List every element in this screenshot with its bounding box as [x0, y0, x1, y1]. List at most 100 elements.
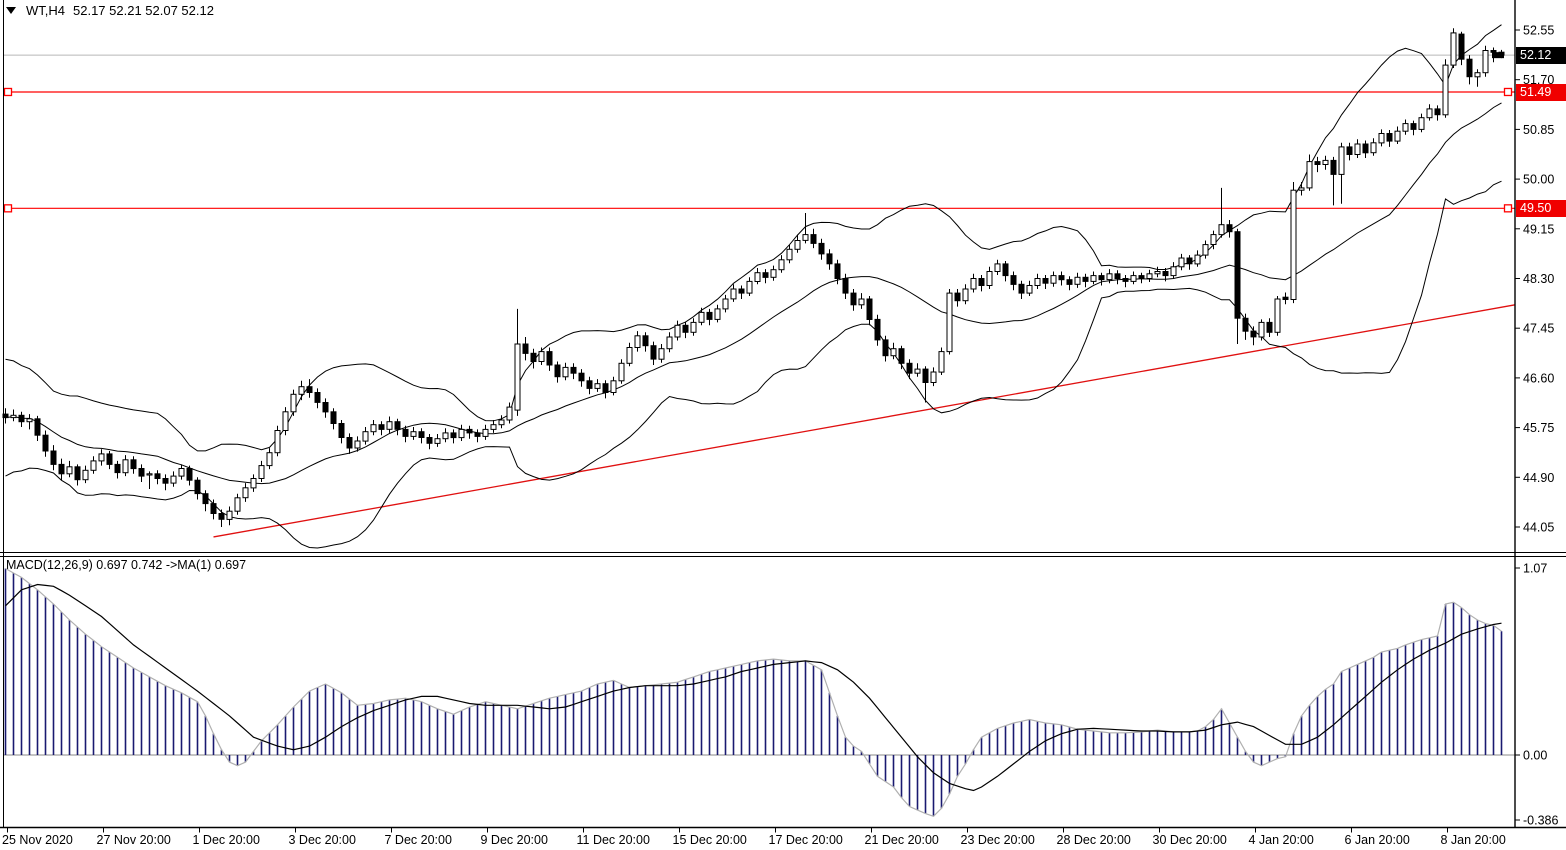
candle-down	[682, 324, 689, 333]
candle-up	[722, 298, 729, 310]
candle-up	[610, 380, 617, 393]
candle-up	[970, 278, 977, 290]
candle-up	[1154, 271, 1161, 275]
candle-down	[762, 272, 769, 278]
candle-up	[506, 406, 513, 421]
candle-up	[1170, 266, 1177, 277]
candle-up	[538, 351, 545, 363]
quote-header: WT,H4 52.17 52.21 52.07 52.12	[6, 3, 214, 18]
candle-down	[378, 424, 385, 430]
candle-up	[1074, 276, 1081, 285]
candle-up	[994, 263, 1001, 272]
time-tick-label: 1 Dec 20:00	[193, 833, 260, 847]
candle-down	[1098, 275, 1105, 281]
level-handle[interactable]	[1503, 204, 1513, 213]
candle-down	[1138, 275, 1145, 280]
candle-down	[162, 478, 169, 484]
level-handle[interactable]	[3, 204, 13, 213]
candle-down	[810, 234, 817, 244]
macd-histogram	[4, 568, 1503, 817]
candle-up	[370, 424, 377, 433]
candle-down	[1122, 278, 1129, 282]
price-tick-label: 47.45	[1523, 322, 1554, 336]
trendline[interactable]	[213, 304, 1516, 538]
macd-indicator-label: MACD(12,26,9) 0.697 0.742 ->MA(1) 0.697	[6, 558, 247, 572]
candle-down	[34, 418, 41, 436]
level-handle[interactable]	[1503, 87, 1513, 97]
time-tick-label: 17 Dec 20:00	[769, 833, 843, 847]
candle-up	[794, 240, 801, 250]
candle-down	[322, 402, 329, 413]
candle-up	[658, 348, 665, 360]
candle-up	[458, 428, 465, 439]
candle-up	[290, 393, 297, 413]
candle-up	[1418, 117, 1425, 130]
candle-down	[530, 352, 537, 362]
symbol-dropdown-icon[interactable]	[6, 7, 16, 14]
candle-up	[258, 465, 265, 480]
candle-up	[714, 308, 721, 320]
candle-up	[266, 452, 273, 467]
candle-down	[1346, 146, 1353, 155]
candle-up	[1298, 187, 1305, 191]
level-price-tag-4950: 49.50	[1516, 200, 1566, 217]
time-tick-label: 28 Dec 20:00	[1057, 833, 1131, 847]
candle-down	[1466, 58, 1473, 78]
candle-down	[1314, 161, 1321, 166]
candle-up	[930, 371, 937, 383]
price-tick-label: 46.60	[1523, 371, 1554, 385]
level-price-tag-5149: 51.49	[1516, 84, 1566, 101]
bollinger-middle-band	[5, 102, 1502, 485]
time-tick-label: 21 Dec 20:00	[865, 833, 939, 847]
candle-up	[234, 497, 241, 512]
candle-up	[618, 362, 625, 382]
candle-up	[26, 418, 33, 423]
candle-up	[282, 411, 289, 431]
bollinger-upper-band	[5, 24, 1502, 452]
candle-up	[362, 431, 369, 442]
candle-up	[730, 288, 737, 300]
candle-up	[250, 478, 257, 489]
candle-up	[1306, 161, 1313, 189]
candle-down	[426, 437, 433, 444]
candle-up	[674, 324, 681, 338]
candle-up	[1050, 275, 1057, 284]
candle-down	[154, 473, 161, 479]
candle-up	[1034, 278, 1041, 286]
candle-up	[354, 440, 361, 449]
price-tick-label: 49.15	[1523, 222, 1554, 236]
candle-down	[706, 311, 713, 320]
price-tick-label: 52.55	[1523, 24, 1554, 38]
candle-up	[242, 487, 249, 499]
time-tick-label: 7 Dec 20:00	[385, 833, 452, 847]
candle-up	[962, 288, 969, 302]
candle-down	[850, 292, 857, 306]
candle-up	[434, 438, 441, 444]
macd-tick-label: 1.07	[1523, 562, 1547, 576]
last-price-marker	[1492, 52, 1504, 59]
candle-up	[146, 473, 153, 476]
candle-down	[602, 383, 609, 394]
candle-up	[1210, 234, 1217, 246]
candle-down	[130, 459, 137, 470]
candle-up	[482, 428, 489, 437]
time-tick-label: 30 Dec 20:00	[1153, 833, 1227, 847]
candle-up	[1106, 273, 1113, 281]
candle-down	[1058, 275, 1065, 281]
candle-down	[954, 292, 961, 302]
candle-down	[1082, 276, 1089, 282]
candle-up	[778, 259, 785, 271]
time-tick-label: 27 Nov 20:00	[97, 833, 171, 847]
candle-down	[650, 345, 657, 360]
candle-down	[1042, 278, 1049, 284]
candle-down	[1066, 279, 1073, 285]
candle-down	[818, 242, 825, 255]
symbol-period-label: WT,H4	[26, 3, 65, 18]
candle-up	[1450, 32, 1457, 66]
time-tick-label: 4 Jan 20:00	[1249, 833, 1314, 847]
candle-up	[786, 248, 793, 261]
candle-up	[514, 343, 521, 411]
level-handle[interactable]	[3, 87, 13, 97]
candle-down	[450, 432, 457, 439]
